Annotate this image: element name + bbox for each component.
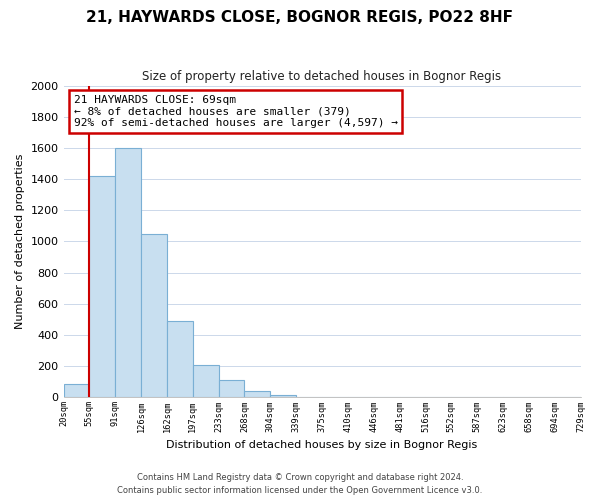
Bar [115,148,141,398]
Text: Contains HM Land Registry data © Crown copyright and database right 2024.
Contai: Contains HM Land Registry data © Crown c… [118,474,482,495]
Bar [271,395,296,398]
Text: 21 HAYWARDS CLOSE: 69sqm
← 8% of detached houses are smaller (379)
92% of semi-d: 21 HAYWARDS CLOSE: 69sqm ← 8% of detache… [74,95,398,128]
Title: Size of property relative to detached houses in Bognor Regis: Size of property relative to detached ho… [142,70,502,83]
Y-axis label: Number of detached properties: Number of detached properties [15,154,25,329]
Bar [64,384,89,398]
X-axis label: Distribution of detached houses by size in Bognor Regis: Distribution of detached houses by size … [166,440,478,450]
Bar [244,391,271,398]
Bar [218,380,244,398]
Bar [141,234,167,398]
Bar [89,176,115,398]
Bar [167,321,193,398]
Bar [193,366,218,398]
Text: 21, HAYWARDS CLOSE, BOGNOR REGIS, PO22 8HF: 21, HAYWARDS CLOSE, BOGNOR REGIS, PO22 8… [86,10,514,25]
